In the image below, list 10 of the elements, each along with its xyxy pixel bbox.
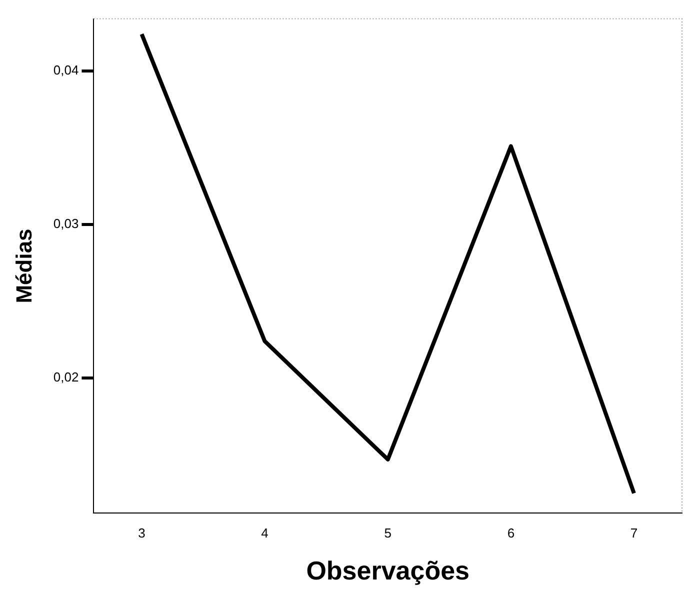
- x-tick-label: 7: [630, 526, 638, 541]
- y-tick-label: 0,02: [53, 370, 79, 385]
- x-tick-label: 3: [138, 526, 146, 541]
- x-tick-label: 6: [507, 526, 515, 541]
- x-tick-label: 4: [261, 526, 268, 541]
- x-tick-label: 5: [384, 526, 392, 541]
- x-axis-title: Observações: [306, 556, 470, 586]
- y-tick-label: 0,03: [53, 216, 79, 232]
- y-axis-title: Médias: [11, 228, 36, 304]
- y-tick-label: 0,04: [53, 62, 79, 78]
